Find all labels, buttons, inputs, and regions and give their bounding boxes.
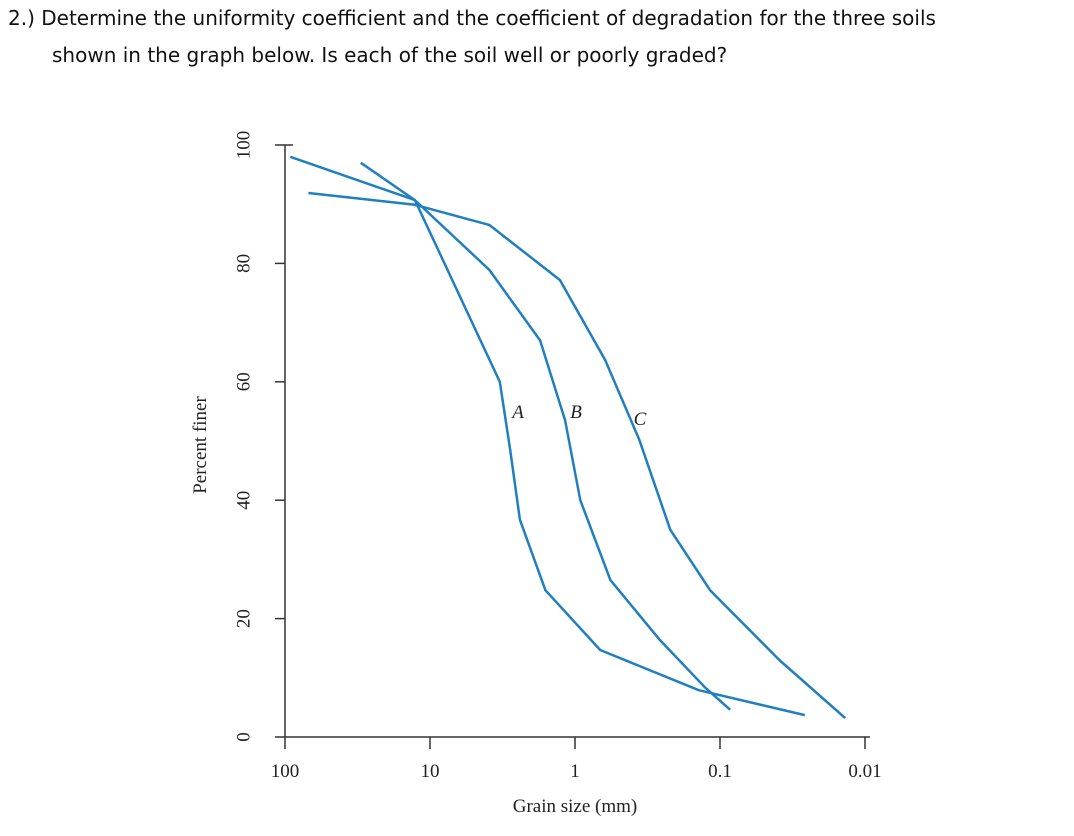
x-axis-label: Grain size (mm) <box>513 796 638 817</box>
x-tick-label: 0.1 <box>708 761 732 782</box>
y-tick-label: 80 <box>233 254 254 273</box>
x-tick-label: 0.01 <box>848 761 881 782</box>
soil-curve <box>289 155 806 717</box>
soil-curve <box>360 161 732 711</box>
curve-label: B <box>570 402 582 423</box>
question-line: shown in the graph below. Is each of the… <box>52 43 728 67</box>
x-tick-label: 10 <box>421 761 440 782</box>
y-tick-label: 0 <box>233 732 254 742</box>
y-tick-label: 20 <box>233 609 254 628</box>
curve-label: A <box>510 402 524 423</box>
y-axis-label: Percent finer <box>190 396 211 494</box>
y-tick-label: 100 <box>233 131 254 160</box>
question-line: 2.) Determine the uniformity coefficient… <box>8 6 936 30</box>
soil-curve <box>308 191 847 720</box>
curve-label: C <box>634 409 647 430</box>
y-tick-label: 60 <box>233 372 254 391</box>
x-tick-label: 1 <box>570 761 580 782</box>
x-tick-label: 100 <box>271 761 300 782</box>
y-tick-label: 40 <box>233 491 254 510</box>
